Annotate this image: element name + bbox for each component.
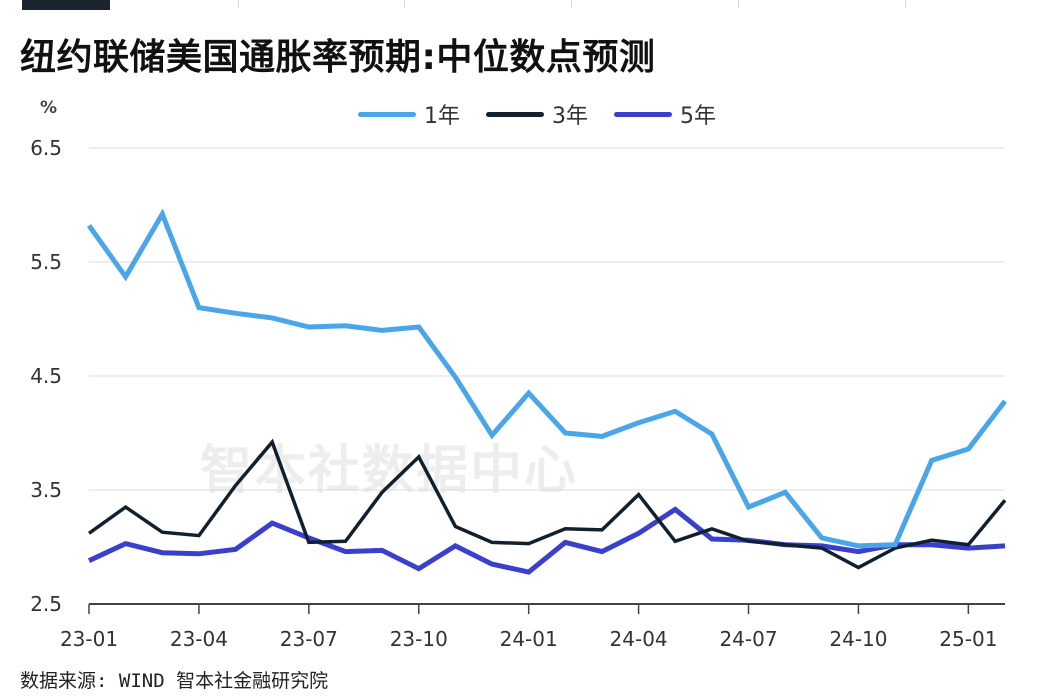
top-divider-tick <box>905 0 906 8</box>
x-tick-label: 24-07 <box>719 627 777 651</box>
x-tick-label: 24-10 <box>829 627 887 651</box>
x-tick-label: 24-04 <box>610 627 668 651</box>
legend-label-5y: 5年 <box>680 104 716 129</box>
chart-title: 纽约联储美国通胀率预期:中位数点预测 <box>20 37 656 78</box>
y-tick-label: 4.5 <box>30 364 62 388</box>
legend-label-1y: 1年 <box>424 104 460 129</box>
x-tick-label: 23-10 <box>390 627 448 651</box>
series-line-5y <box>87 506 1006 575</box>
legend-item-3y: 3年 <box>486 98 588 130</box>
x-tick-label: 23-01 <box>60 627 118 651</box>
top-divider-tick <box>238 0 239 8</box>
series-line-1y <box>86 208 1007 549</box>
top-divider-tick <box>571 0 572 8</box>
y-tick-label: 5.5 <box>30 250 62 274</box>
chart-legend: 1年 3年 5年 <box>358 98 742 130</box>
x-tick-label: 23-07 <box>280 627 338 651</box>
legend-swatch-1y <box>358 111 416 117</box>
y-tick-label: 3.5 <box>30 478 62 502</box>
legend-label-3y: 3年 <box>552 104 588 129</box>
legend-item-5y: 5年 <box>614 98 716 130</box>
legend-item-1y: 1年 <box>358 98 460 130</box>
x-tick-label: 24-01 <box>500 627 558 651</box>
y-unit-label: % <box>40 98 58 118</box>
y-tick-label: 2.5 <box>30 592 62 616</box>
legend-swatch-5y <box>614 111 672 117</box>
top-divider-tick <box>404 0 405 8</box>
series-line-3y <box>87 438 1007 570</box>
legend-swatch-3y <box>486 111 544 117</box>
top-accent-bar <box>22 0 110 10</box>
x-tick-label: 25-01 <box>939 627 997 651</box>
x-tick-label: 23-04 <box>170 627 228 651</box>
source-note: 数据来源: WIND 智本社金融研究院 <box>20 670 329 692</box>
top-divider-tick <box>738 0 739 8</box>
y-tick-label: 6.5 <box>30 136 62 160</box>
